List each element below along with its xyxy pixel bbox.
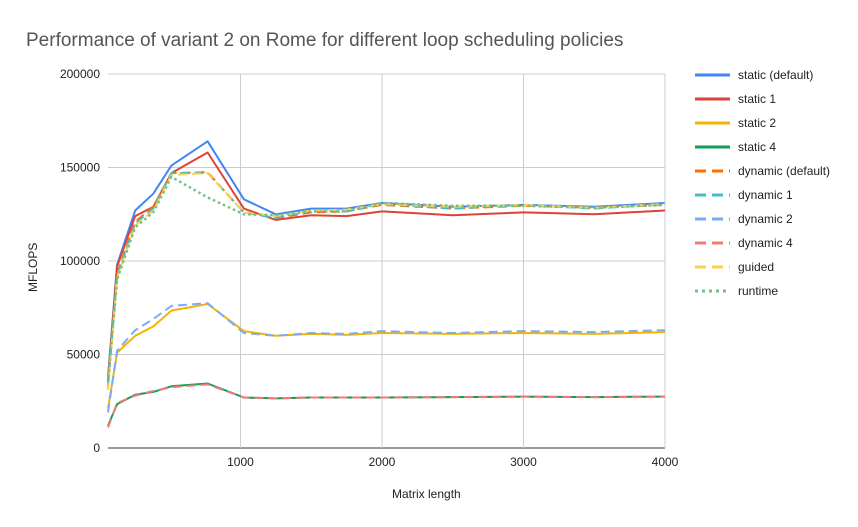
x-tick-labels: 1000 2000 3000 4000 (227, 455, 679, 469)
series-line-3 (107, 303, 666, 409)
legend-label: static 4 (738, 140, 776, 154)
x-tick-label: 3000 (510, 455, 537, 469)
legend-label: dynamic 1 (738, 188, 793, 202)
series-line-10 (106, 175, 666, 383)
series-line-8 (107, 383, 666, 428)
series-line-1 (107, 140, 666, 377)
x-axis-label: Matrix length (392, 487, 461, 501)
legend-label: static 1 (738, 92, 776, 106)
x-tick-label: 2000 (369, 455, 396, 469)
legend: static (default) static 1 static 2 static 4… (695, 68, 830, 298)
legend-label: dynamic 2 (738, 212, 793, 226)
legend-label: static (default) (738, 68, 813, 82)
grid-lines (108, 73, 666, 449)
chart-title: Performance of variant 2 on Rome for dif… (26, 30, 623, 51)
x-tick-label: 4000 (652, 455, 679, 469)
y-axis-label: MFLOPS (26, 243, 40, 292)
y-tick-label: 200000 (60, 67, 100, 81)
series-line-4 (107, 382, 666, 426)
legend-label: guided (738, 260, 774, 274)
y-tick-labels: 0 50000 100000 150000 200000 (60, 67, 100, 455)
legend-label: runtime (738, 284, 778, 298)
series-line-2 (107, 151, 666, 381)
series-lines (106, 140, 666, 428)
legend-label: static 2 (738, 116, 776, 130)
legend-label: dynamic (default) (738, 164, 830, 178)
y-tick-label: 150000 (60, 161, 100, 175)
y-tick-label: 100000 (60, 254, 100, 268)
y-tick-label: 50000 (67, 348, 101, 362)
y-tick-label: 0 (93, 441, 100, 455)
legend-label: dynamic 4 (738, 236, 793, 250)
x-tick-label: 1000 (227, 455, 254, 469)
